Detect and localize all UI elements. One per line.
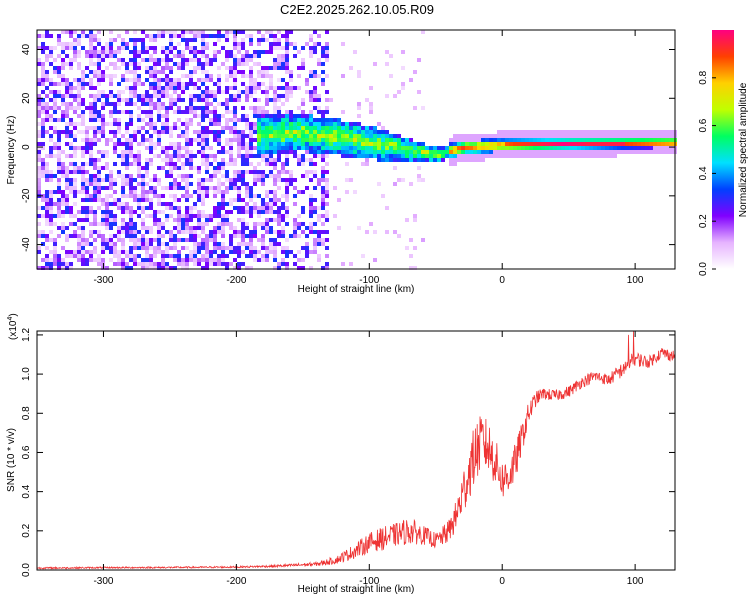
snr-exponent-close: ) — [8, 313, 19, 316]
spectrogram-x-tick-label: -300 — [93, 275, 113, 286]
figure-title: C2E2.2025.262.10.05.R09 — [280, 2, 434, 17]
spectrogram-y-tick-label: -40 — [21, 237, 32, 252]
colorbar-gradient — [712, 30, 734, 269]
colorbar-tick-label: 0.6 — [698, 118, 709, 132]
snr-panel: -300 -200 -100 0 100 0.0 0.2 0.4 0.6 0.8 1.0 1.2 He… — [6, 313, 676, 595]
colorbar-ticks: 0.0 0.2 0.4 0.6 0.8 — [698, 70, 716, 276]
snr-y-tick-label: 0.4 — [21, 484, 32, 498]
spectrogram-y-tick-label: 40 — [21, 44, 32, 56]
snr-ticks: -300 -200 -100 0 100 0.0 0.2 0.4 0.6 0.8 1.0 1.2 — [21, 328, 675, 587]
spectrogram-y-tick-label: 0 — [21, 144, 32, 150]
snr-x-tick-label: -200 — [226, 576, 246, 587]
spectrogram-cells — [37, 30, 677, 270]
spectrogram-y-tick-label: -20 — [21, 188, 32, 203]
spectrogram-x-tick-label: 0 — [499, 275, 505, 286]
spectrogram-x-tick-label: 100 — [627, 275, 644, 286]
colorbar-tick-label: 0.4 — [698, 166, 709, 180]
colorbar: 0.0 0.2 0.4 0.6 0.8 Normalized spectral ampl… — [698, 30, 749, 276]
spectrogram-y-tick-label: 20 — [21, 92, 32, 104]
snr-x-tick-label: 100 — [627, 576, 644, 587]
colorbar-label: Normalized spectral amplitude — [738, 82, 749, 217]
snr-exponent-label: (x104) — [7, 313, 19, 340]
snr-y-tick-label: 0.6 — [21, 445, 32, 459]
spectrogram-x-label: Height of straight line (km) — [298, 284, 415, 295]
snr-y-label: SNR (10 * v/v) — [6, 428, 17, 492]
snr-x-tick-label: -100 — [359, 576, 379, 587]
colorbar-tick-label: 0.8 — [698, 70, 709, 84]
snr-y-tick-label: 0.2 — [21, 523, 32, 537]
spectrogram-x-tick-label: -100 — [359, 275, 379, 286]
snr-y-tick-label: 0.8 — [21, 406, 32, 420]
snr-y-tick-label: 1.2 — [21, 328, 32, 342]
colorbar-tick-label: 0.2 — [698, 214, 709, 228]
snr-background — [37, 331, 675, 570]
snr-x-tick-label: 0 — [499, 576, 505, 587]
snr-y-tick-label: 1.0 — [21, 367, 32, 381]
spectrogram-frame — [36, 29, 676, 270]
spectrogram-y-label: Frequency (Hz) — [6, 116, 17, 185]
snr-exponent-power: 4 — [7, 317, 14, 321]
snr-series-line — [36, 330, 676, 570]
snr-x-label: Height of straight line (km) — [298, 584, 415, 595]
snr-x-tick-label: -300 — [93, 576, 113, 587]
snr-frame — [36, 330, 676, 571]
colorbar-tick-label: 0.0 — [698, 262, 709, 276]
svg-text:(x104): (x104) — [7, 313, 19, 340]
snr-exponent-prefix: (x10 — [8, 320, 19, 340]
snr-y-tick-label: 0.0 — [21, 563, 32, 577]
spectrogram-x-tick-label: -200 — [226, 275, 246, 286]
